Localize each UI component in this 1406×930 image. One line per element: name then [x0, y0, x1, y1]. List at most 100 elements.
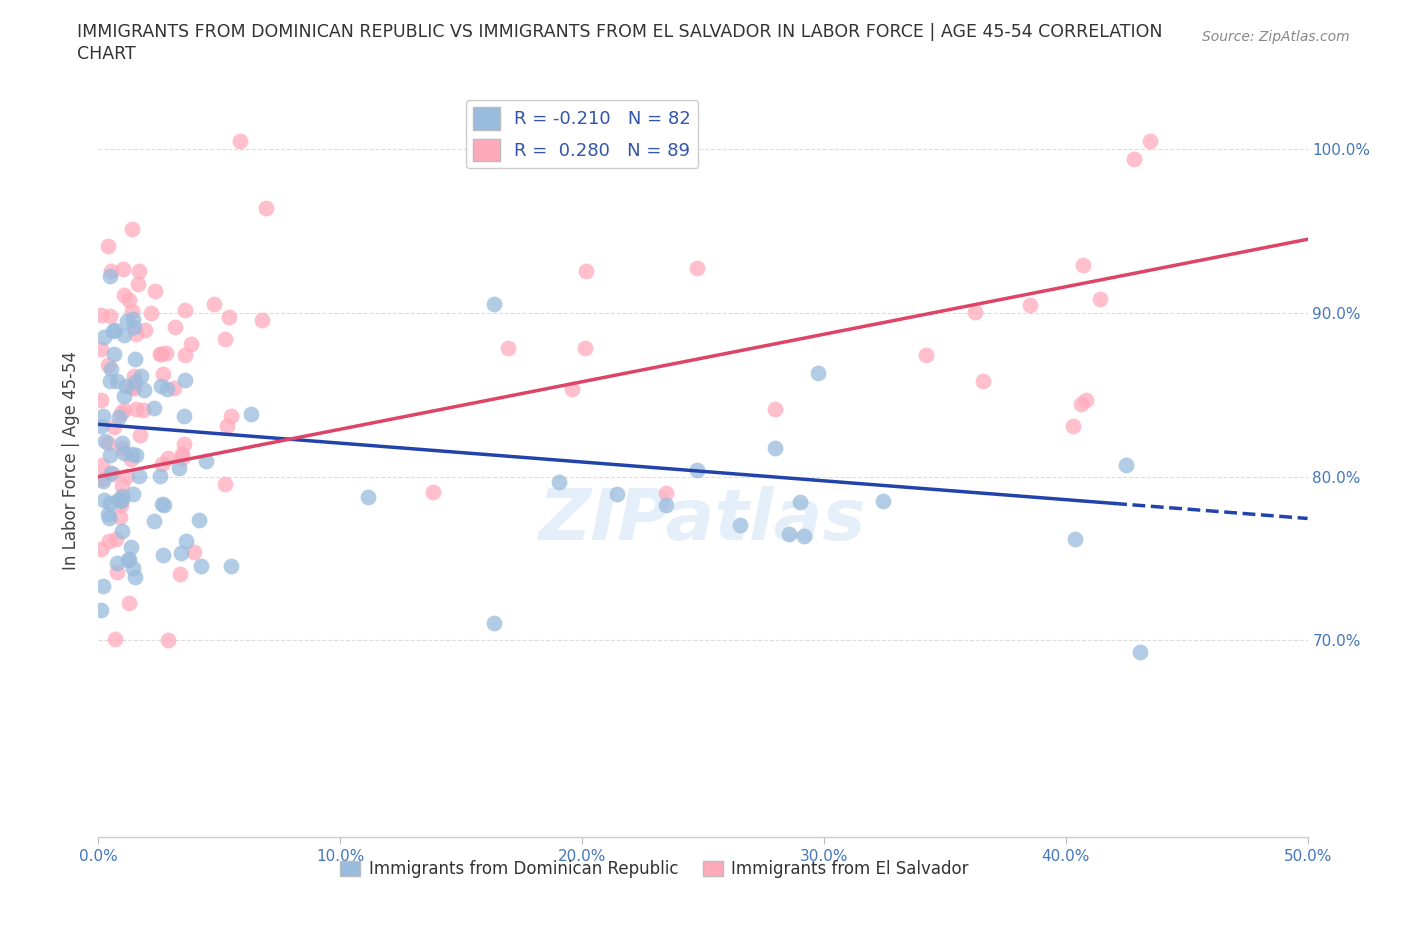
Point	[174, 348, 197, 363]
Point	[110, 405, 132, 420]
Point	[498, 340, 520, 355]
Point	[111, 491, 134, 506]
Point	[120, 452, 142, 467]
Point	[183, 545, 205, 560]
Point	[1090, 291, 1112, 306]
Legend: Immigrants from Dominican Republic, Immigrants from El Salvador: Immigrants from Dominican Republic, Immi…	[333, 854, 976, 885]
Point	[122, 312, 145, 326]
Point	[214, 476, 236, 491]
Point	[1070, 396, 1092, 411]
Point	[98, 496, 121, 511]
Point	[105, 556, 128, 571]
Point	[482, 616, 505, 631]
Point	[111, 488, 134, 503]
Text: CHART: CHART	[77, 45, 136, 62]
Point	[90, 341, 112, 356]
Point	[104, 631, 127, 646]
Point	[124, 569, 146, 584]
Point	[655, 485, 678, 500]
Point	[129, 368, 152, 383]
Point	[97, 436, 120, 451]
Point	[173, 436, 195, 451]
Point	[482, 296, 505, 311]
Point	[121, 379, 143, 394]
Point	[155, 346, 177, 361]
Point	[170, 451, 193, 466]
Point	[142, 400, 165, 415]
Point	[134, 382, 156, 397]
Point	[561, 381, 583, 396]
Point	[98, 309, 121, 324]
Point	[174, 373, 197, 388]
Point	[90, 419, 112, 434]
Point	[195, 453, 218, 468]
Point	[107, 493, 129, 508]
Point	[202, 297, 225, 312]
Point	[90, 308, 112, 323]
Point	[170, 446, 193, 461]
Point	[965, 305, 987, 320]
Point	[124, 352, 146, 366]
Point	[163, 380, 186, 395]
Point	[143, 284, 166, 299]
Point	[127, 276, 149, 291]
Y-axis label: In Labor Force | Age 45-54: In Labor Force | Age 45-54	[62, 351, 80, 570]
Point	[100, 465, 122, 480]
Point	[165, 320, 187, 335]
Point	[90, 603, 112, 618]
Point	[128, 469, 150, 484]
Point	[174, 302, 197, 317]
Point	[122, 381, 145, 396]
Point	[101, 466, 124, 481]
Point	[150, 347, 173, 362]
Point	[150, 497, 173, 512]
Point	[141, 305, 163, 320]
Point	[125, 402, 148, 417]
Point	[149, 469, 172, 484]
Point	[121, 222, 143, 237]
Point	[112, 389, 135, 404]
Point	[357, 489, 380, 504]
Point	[98, 269, 121, 284]
Point	[115, 469, 138, 484]
Point	[98, 534, 121, 549]
Point	[422, 485, 444, 499]
Point	[112, 327, 135, 342]
Point	[1064, 532, 1087, 547]
Point	[118, 596, 141, 611]
Point	[111, 436, 134, 451]
Point	[112, 288, 135, 303]
Text: Source: ZipAtlas.com: Source: ZipAtlas.com	[1202, 30, 1350, 44]
Point	[686, 462, 709, 477]
Point	[789, 495, 811, 510]
Point	[153, 498, 176, 512]
Point	[128, 428, 150, 443]
Point	[122, 368, 145, 383]
Point	[93, 492, 115, 507]
Point	[100, 263, 122, 278]
Point	[125, 326, 148, 341]
Point	[108, 510, 131, 525]
Point	[915, 348, 938, 363]
Point	[1129, 644, 1152, 659]
Point	[214, 331, 236, 346]
Point	[1123, 152, 1146, 166]
Point	[120, 539, 142, 554]
Point	[806, 365, 828, 380]
Point	[229, 134, 252, 149]
Point	[110, 494, 132, 509]
Point	[90, 542, 112, 557]
Text: IMMIGRANTS FROM DOMINICAN REPUBLIC VS IMMIGRANTS FROM EL SALVADOR IN LABOR FORCE: IMMIGRANTS FROM DOMINICAN REPUBLIC VS IM…	[77, 23, 1163, 41]
Point	[685, 260, 707, 275]
Point	[728, 517, 751, 532]
Point	[221, 559, 243, 574]
Point	[114, 379, 136, 393]
Point	[111, 524, 134, 538]
Point	[250, 312, 273, 327]
Point	[1071, 258, 1094, 272]
Point	[117, 552, 139, 567]
Point	[118, 293, 141, 308]
Point	[169, 566, 191, 581]
Point	[122, 320, 145, 335]
Point	[215, 418, 238, 433]
